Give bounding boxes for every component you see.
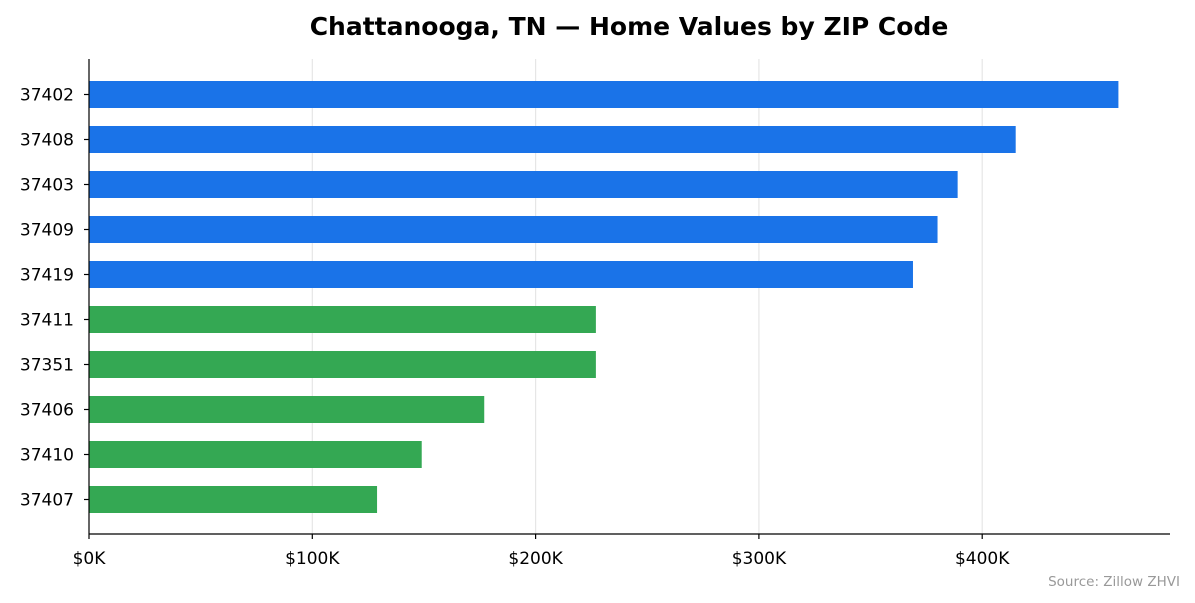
bar-37402 [89, 81, 1119, 108]
x-tick-label: $200K [508, 549, 563, 569]
x-tick-label: $0K [73, 549, 107, 569]
bar-37403 [89, 171, 958, 198]
y-tick-label: 37402 [20, 86, 74, 106]
bar-37408 [89, 126, 1016, 153]
bar-37407 [89, 486, 378, 513]
y-tick-label: 37410 [20, 446, 74, 466]
y-tick-label: 37407 [20, 491, 74, 511]
bar-37410 [89, 441, 422, 468]
y-tick-label: 37408 [20, 131, 74, 151]
y-tick-label: 37409 [20, 221, 74, 241]
bar-37409 [89, 216, 938, 243]
y-tick-label: 37403 [20, 176, 74, 196]
source-note: Source: Zillow ZHVI [1048, 574, 1180, 590]
x-tick-label: $100K [285, 549, 340, 569]
bar-37419 [89, 261, 913, 288]
y-tick-label: 37419 [20, 266, 74, 286]
bar-37406 [89, 396, 485, 423]
x-ticks: $0K $100K $200K $300K $400K [73, 534, 1010, 569]
x-tick-label: $400K [955, 549, 1010, 569]
y-tick-label: 37411 [20, 311, 74, 331]
x-tick-label: $300K [732, 549, 787, 569]
bars [89, 81, 1119, 513]
chart-title: Chattanooga, TN — Home Values by ZIP Cod… [310, 12, 949, 41]
bar-37411 [89, 306, 596, 333]
y-ticks: 37402 37408 37403 37409 37419 37411 37351 37406… [20, 86, 89, 511]
y-tick-label: 37351 [20, 356, 74, 376]
y-tick-label: 37406 [20, 401, 74, 421]
bar-37351 [89, 351, 596, 378]
